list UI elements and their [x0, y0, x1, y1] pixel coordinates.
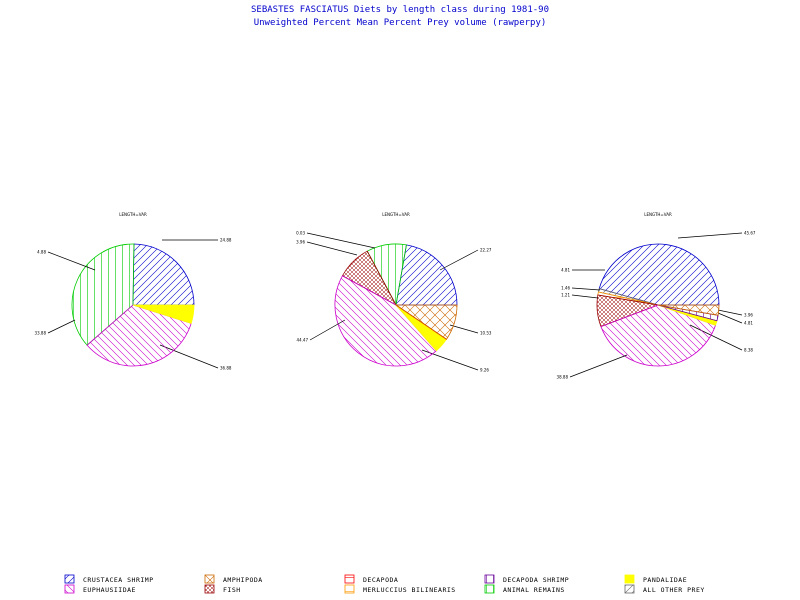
- legend-label: PANDALIDAE: [643, 576, 687, 584]
- pie-slice-amphipoda: [394, 304, 458, 340]
- slice-label-euphausiidae: 44.47: [297, 319, 346, 343]
- pie-slice-amphipoda: [657, 304, 720, 316]
- legend-label: CRUSTACEA SHRIMP: [83, 576, 154, 584]
- legend-label: DECAPODA SHRIMP: [503, 576, 569, 584]
- svg-text:3.96: 3.96: [296, 240, 305, 245]
- legend-label: ALL OTHER PREY: [643, 586, 705, 594]
- pie-chart-3: LENGTH=VAR 45.67 3.96 4.81 8.38 38.88 1.21 1.46…: [557, 212, 756, 380]
- svg-text:8.38: 8.38: [744, 348, 753, 353]
- svg-text:4.81: 4.81: [561, 268, 570, 273]
- svg-text:3.96: 3.96: [744, 313, 753, 318]
- legend-item-crustacea-shrimp: CRUSTACEA SHRIMP: [64, 574, 154, 584]
- svg-text:9.26: 9.26: [480, 368, 489, 373]
- legend-item-merluccius-bilinearis: MERLUCCIUS BILINEARIS: [344, 584, 456, 594]
- svg-text:45.67: 45.67: [744, 231, 756, 236]
- legend-swatch: [204, 584, 215, 594]
- legend-label: MERLUCCIUS BILINEARIS: [363, 586, 456, 594]
- svg-text:10.53: 10.53: [480, 331, 492, 336]
- slice-label-all-other-prey: 3.96: [717, 309, 753, 318]
- slice-label-crustacea-shrimp: 45.67: [677, 231, 756, 239]
- svg-text:36.88: 36.88: [220, 366, 232, 371]
- legend-swatch: [64, 584, 75, 594]
- chart-subtitle: Unweighted Percent Mean Percent Prey vol…: [254, 18, 547, 28]
- svg-text:4.81: 4.81: [744, 321, 753, 326]
- legend-item-animal-remains: ANIMAL REMAINS: [484, 584, 565, 594]
- legend-item-decapoda-shrimp: DECAPODA SHRIMP: [484, 574, 569, 584]
- pie-slice-animal-remains: [71, 243, 135, 346]
- legend-item-fish: FISH: [204, 584, 241, 594]
- legend-label: EUPHAUSIIDAE: [83, 586, 136, 594]
- pie-slice-euphausiidae: [86, 304, 192, 367]
- svg-text:24.88: 24.88: [220, 238, 232, 243]
- legend-swatch: [64, 574, 75, 584]
- legend-item-all-other-prey: ALL OTHER PREY: [624, 584, 705, 594]
- slice-label-amphipoda: 4.81: [561, 268, 605, 273]
- legend-item-pandalidae: PANDALIDAE: [624, 574, 687, 584]
- svg-text:44.47: 44.47: [297, 338, 309, 343]
- pie-chart-1: LENGTH=VAR 24.88 36.88 33.88 4.88: [35, 212, 232, 371]
- pie-title: LENGTH=VAR: [119, 212, 147, 217]
- legend-label: FISH: [223, 586, 241, 594]
- legend-label: ANIMAL REMAINS: [503, 586, 565, 594]
- svg-text:33.88: 33.88: [35, 331, 47, 336]
- svg-text:22.27: 22.27: [480, 248, 492, 253]
- legend-swatch: [344, 574, 355, 584]
- legend-label: DECAPODA: [363, 576, 398, 584]
- svg-text:1.46: 1.46: [561, 286, 570, 291]
- pie-title: LENGTH=VAR: [382, 212, 410, 217]
- pie-title: LENGTH=VAR: [644, 212, 672, 217]
- legend-swatch: [624, 584, 635, 594]
- legend-item-euphausiidae: EUPHAUSIIDAE: [64, 584, 136, 594]
- legend-label: AMPHIPODA: [223, 576, 263, 584]
- slice-label-euphausiidae: 33.88: [35, 319, 76, 336]
- legend-item-amphipoda: AMPHIPODA: [204, 574, 263, 584]
- legend-swatch: [344, 584, 355, 594]
- svg-text:4.88: 4.88: [37, 250, 46, 255]
- slice-label-decapoda: 0.03: [296, 231, 376, 249]
- pie-slice-crustacea-shrimp: [395, 244, 458, 306]
- svg-text:1.21: 1.21: [561, 293, 570, 298]
- legend-swatch: [484, 584, 495, 594]
- svg-text:0.03: 0.03: [296, 231, 305, 236]
- slice-label-merluccius-bilinearis: 4.81: [717, 312, 753, 326]
- svg-text:38.88: 38.88: [557, 375, 569, 380]
- pie-slice-crustacea-shrimp: [132, 243, 195, 306]
- legend-swatch: [484, 574, 495, 584]
- pie-slice-euphausiidae: [334, 275, 437, 367]
- slice-label-pandalidae: 4.88: [37, 250, 96, 271]
- legend: CRUSTACEA SHRIMP EUPHAUSIIDAE AMPHIPODA FIS…: [64, 574, 705, 594]
- slice-label-animal-remains: 10.53: [449, 324, 492, 336]
- slice-label-pandalidae: 1.21: [561, 293, 599, 299]
- pie-slice-pandalidae: [132, 304, 195, 324]
- slice-label-euphausiidae: 38.88: [557, 354, 628, 380]
- chart-title: SEBASTES FASCIATUS Diets by length class…: [251, 5, 549, 15]
- pie-slice-euphausiidae: [600, 304, 717, 367]
- slice-label-decapoda-shrimp: 1.46: [561, 286, 601, 291]
- slice-label-crustacea-shrimp: 24.88: [162, 238, 232, 243]
- pie-chart-2: LENGTH=VAR 22.27 10.53 9.26 44.47 3.96 0.03: [296, 212, 492, 373]
- legend-swatch: [624, 574, 635, 584]
- legend-swatch: [204, 574, 215, 584]
- pies-group: LENGTH=VAR 24.88 36.88 33.88 4.88 LENGTH=VAR 2…: [35, 212, 756, 380]
- slice-label-crustacea-shrimp: 22.27: [439, 248, 492, 271]
- pie-slice-crustacea-shrimp: [598, 243, 720, 306]
- slice-label-pandalidae: 3.96: [296, 240, 358, 256]
- legend-item-decapoda: DECAPODA: [344, 574, 398, 584]
